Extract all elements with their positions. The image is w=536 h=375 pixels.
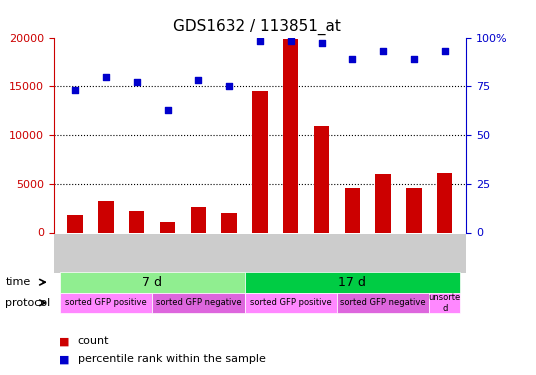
Bar (160, 222, 175, 232)
Bar (98, 201, 114, 232)
Point (317, 40, 326, 46)
Text: sorted GFP positive: sorted GFP positive (65, 298, 147, 307)
Text: unsorte
d: unsorte d (429, 293, 461, 312)
Point (71, 87, 79, 93)
Bar (345, 188, 360, 232)
Text: protocol: protocol (5, 298, 50, 308)
Text: sorted GFP positive: sorted GFP positive (250, 298, 332, 307)
Point (256, 38, 264, 44)
Text: percentile rank within the sample: percentile rank within the sample (78, 354, 266, 364)
Bar (406, 188, 422, 232)
Point (410, 56, 418, 62)
Bar (221, 213, 237, 232)
Text: time: time (5, 277, 31, 287)
Point (225, 83, 234, 89)
Text: count: count (78, 336, 109, 346)
Text: ■: ■ (59, 336, 70, 346)
Bar (68, 215, 83, 232)
Point (132, 80, 141, 86)
Point (102, 74, 110, 80)
Bar (129, 211, 145, 232)
Bar (375, 174, 391, 232)
Text: 7 d: 7 d (142, 276, 162, 289)
Text: sorted GFP negative: sorted GFP negative (155, 298, 241, 307)
Point (194, 77, 203, 83)
Bar (437, 173, 452, 232)
Bar (283, 39, 299, 232)
Text: GDS1632 / 113851_at: GDS1632 / 113851_at (173, 19, 341, 35)
Point (441, 48, 449, 54)
Point (379, 48, 388, 54)
Point (163, 106, 172, 112)
Bar (191, 207, 206, 232)
Bar (314, 126, 329, 232)
Bar (252, 91, 267, 232)
Text: 17 d: 17 d (338, 276, 366, 289)
Text: ■: ■ (59, 354, 70, 364)
Point (348, 56, 356, 62)
Point (286, 38, 295, 44)
Text: sorted GFP negative: sorted GFP negative (340, 298, 426, 307)
